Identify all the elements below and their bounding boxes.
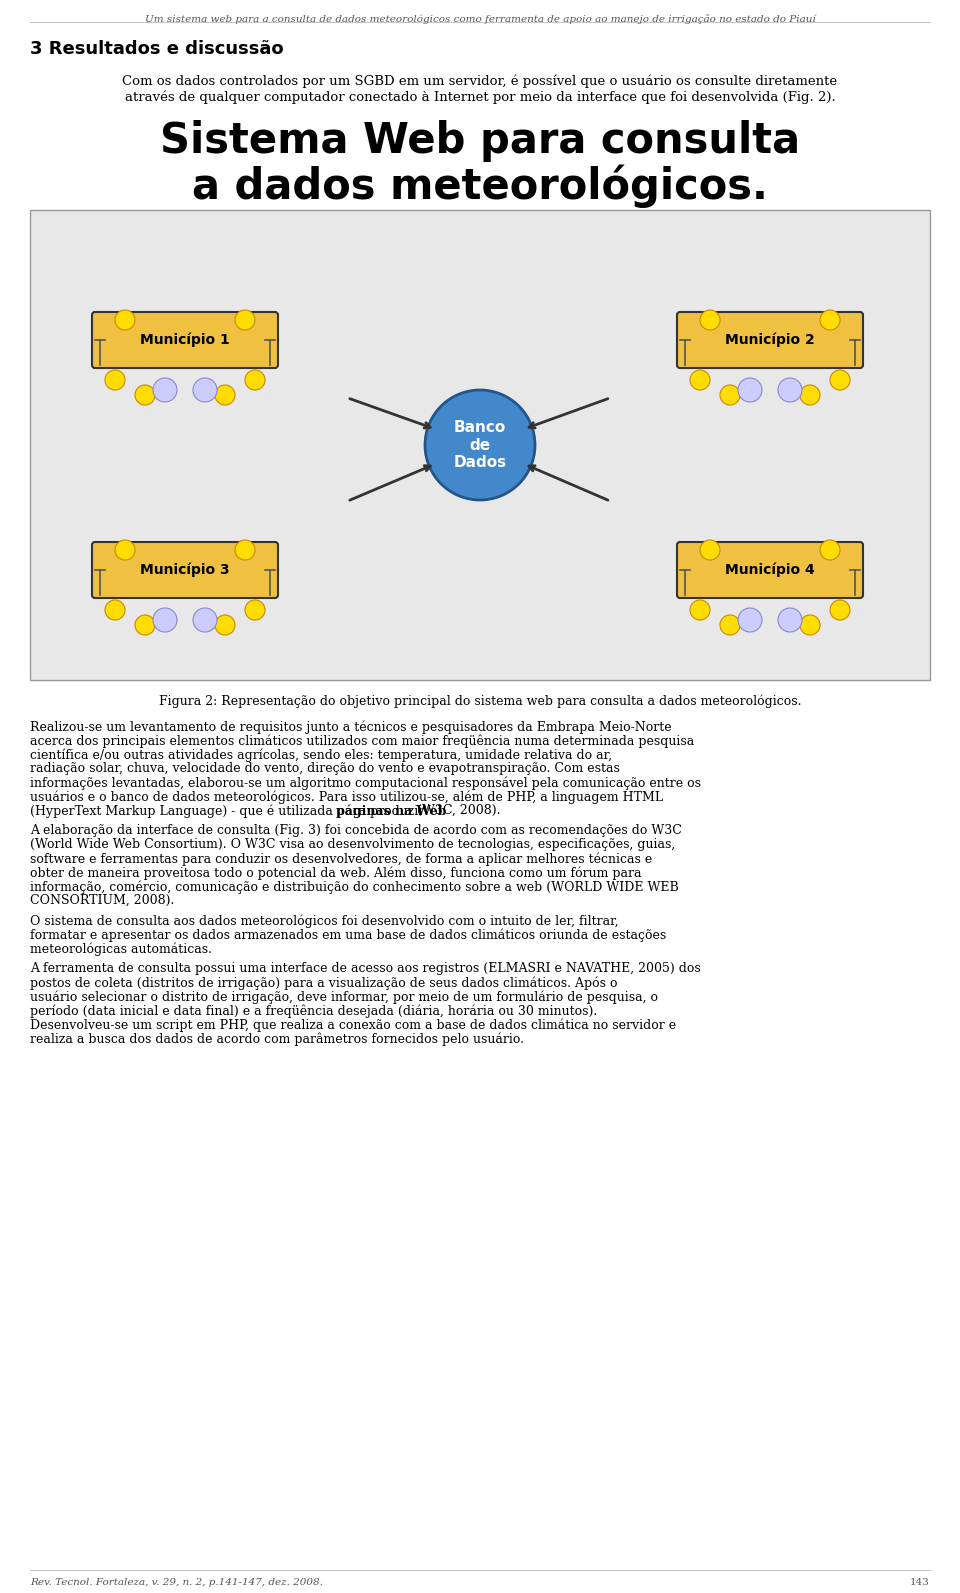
Circle shape: [830, 601, 850, 620]
Text: Município 1: Município 1: [140, 333, 229, 347]
Text: Com os dados controlados por um SGBD em um servidor, é possível que o usuário os: Com os dados controlados por um SGBD em …: [123, 75, 837, 89]
Circle shape: [215, 615, 235, 636]
Circle shape: [738, 609, 762, 632]
Circle shape: [105, 601, 125, 620]
Circle shape: [690, 370, 710, 390]
Text: O sistema de consulta aos dados meteorológicos foi desenvolvido com o intuito de: O sistema de consulta aos dados meteorol…: [30, 914, 618, 927]
Circle shape: [245, 601, 265, 620]
Text: Um sistema web para a consulta de dados meteorológicos como ferramenta de apoio : Um sistema web para a consulta de dados …: [145, 14, 815, 24]
Circle shape: [105, 370, 125, 390]
Circle shape: [800, 615, 820, 636]
Text: através de qualquer computador conectado à Internet por meio da interface que fo: através de qualquer computador conectado…: [125, 89, 835, 104]
Text: Realizou-se um levantamento de requisitos junto a técnicos e pesquisadores da Em: Realizou-se um levantamento de requisito…: [30, 720, 672, 733]
Text: Banco
de
Dados: Banco de Dados: [453, 421, 507, 470]
Text: formatar e apresentar os dados armazenados em uma base de dados climáticos oriun: formatar e apresentar os dados armazenad…: [30, 929, 666, 941]
Text: usuários e o banco de dados meteorológicos. Para isso utilizou-se, além de PHP, : usuários e o banco de dados meteorológic…: [30, 790, 663, 803]
Text: Desenvolveu-se um script em PHP, que realiza a conexão com a base de dados climá: Desenvolveu-se um script em PHP, que rea…: [30, 1018, 676, 1032]
Text: realiza a busca dos dados de acordo com parâmetros fornecidos pelo usuário.: realiza a busca dos dados de acordo com …: [30, 1032, 524, 1045]
Text: (World Wide Web Consortium). O W3C visa ao desenvolvimento de tecnologias, espec: (World Wide Web Consortium). O W3C visa …: [30, 838, 675, 851]
Circle shape: [778, 609, 802, 632]
Text: Rev. Tecnol. Fortaleza, v. 29, n. 2, p.141-147, dez. 2008.: Rev. Tecnol. Fortaleza, v. 29, n. 2, p.1…: [30, 1579, 323, 1587]
Circle shape: [115, 311, 135, 330]
Circle shape: [720, 615, 740, 636]
Text: postos de coleta (distritos de irrigação) para a visualização de seus dados clim: postos de coleta (distritos de irrigação…: [30, 977, 617, 989]
Text: usuário selecionar o distrito de irrigação, deve informar, por meio de um formul: usuário selecionar o distrito de irrigaç…: [30, 989, 658, 1004]
Text: Município 3: Município 3: [140, 562, 229, 577]
FancyBboxPatch shape: [92, 542, 278, 597]
Text: informações levantadas, elaborou-se um algoritmo computacional responsável pela : informações levantadas, elaborou-se um a…: [30, 776, 701, 790]
Text: científica e/ou outras atividades agrícolas, sendo eles: temperatura, umidade re: científica e/ou outras atividades agríco…: [30, 749, 612, 761]
Circle shape: [135, 615, 155, 636]
Text: Sistema Web para consulta: Sistema Web para consulta: [160, 119, 800, 162]
Circle shape: [690, 601, 710, 620]
Circle shape: [135, 386, 155, 405]
Text: A elaboração da interface de consulta (Fig. 3) foi concebida de acordo com as re: A elaboração da interface de consulta (F…: [30, 824, 682, 836]
Circle shape: [720, 386, 740, 405]
Circle shape: [153, 609, 177, 632]
Circle shape: [215, 386, 235, 405]
Text: radiação solar, chuva, velocidade do vento, direção do vento e evapotranspiração: radiação solar, chuva, velocidade do ven…: [30, 761, 620, 776]
Text: páginas na Web: páginas na Web: [336, 804, 446, 817]
Circle shape: [235, 540, 255, 561]
Circle shape: [153, 378, 177, 401]
Text: a dados meteorológicos.: a dados meteorológicos.: [192, 166, 768, 209]
Text: meteorológicas automáticas.: meteorológicas automáticas.: [30, 941, 212, 956]
Circle shape: [193, 378, 217, 401]
Text: acerca dos principais elementos climáticos utilizados com maior freqüência numa : acerca dos principais elementos climátic…: [30, 734, 694, 747]
Text: A ferramenta de consulta possui uma interface de acesso aos registros (ELMASRI e: A ferramenta de consulta possui uma inte…: [30, 962, 701, 975]
Circle shape: [193, 609, 217, 632]
Circle shape: [820, 311, 840, 330]
Circle shape: [115, 540, 135, 561]
Bar: [30, 210, 930, 680]
Circle shape: [778, 378, 802, 401]
Text: Município 2: Município 2: [725, 333, 815, 347]
Circle shape: [830, 370, 850, 390]
FancyBboxPatch shape: [92, 312, 278, 368]
Text: 3 Resultados e discussão: 3 Resultados e discussão: [30, 40, 283, 57]
Circle shape: [820, 540, 840, 561]
Circle shape: [235, 311, 255, 330]
Text: (W3C, 2008).: (W3C, 2008).: [413, 804, 500, 817]
Text: informação, comércio, comunicação e distribuição do conhecimento sobre a web (WO: informação, comércio, comunicação e dist…: [30, 879, 679, 894]
Text: Figura 2: Representação do objetivo principal do sistema web para consulta a dad: Figura 2: Representação do objetivo prin…: [158, 695, 802, 709]
Circle shape: [700, 311, 720, 330]
FancyBboxPatch shape: [677, 312, 863, 368]
Circle shape: [700, 540, 720, 561]
Text: Município 4: Município 4: [725, 562, 815, 577]
Text: (HyperText Markup Language) - que é utilizada para produzir: (HyperText Markup Language) - que é util…: [30, 804, 428, 817]
Text: CONSORTIUM, 2008).: CONSORTIUM, 2008).: [30, 894, 175, 906]
FancyBboxPatch shape: [677, 542, 863, 597]
Text: 143: 143: [910, 1579, 930, 1587]
Circle shape: [425, 390, 535, 500]
Circle shape: [738, 378, 762, 401]
Text: software e ferramentas para conduzir os desenvolvedores, de forma a aplicar melh: software e ferramentas para conduzir os …: [30, 852, 652, 865]
Text: período (data inicial e data final) e a freqüência desejada (diária, horária ou : período (data inicial e data final) e a …: [30, 1004, 597, 1018]
Circle shape: [245, 370, 265, 390]
Text: obter de maneira proveitosa todo o potencial da web. Além disso, funciona como u: obter de maneira proveitosa todo o poten…: [30, 867, 641, 879]
Circle shape: [800, 386, 820, 405]
